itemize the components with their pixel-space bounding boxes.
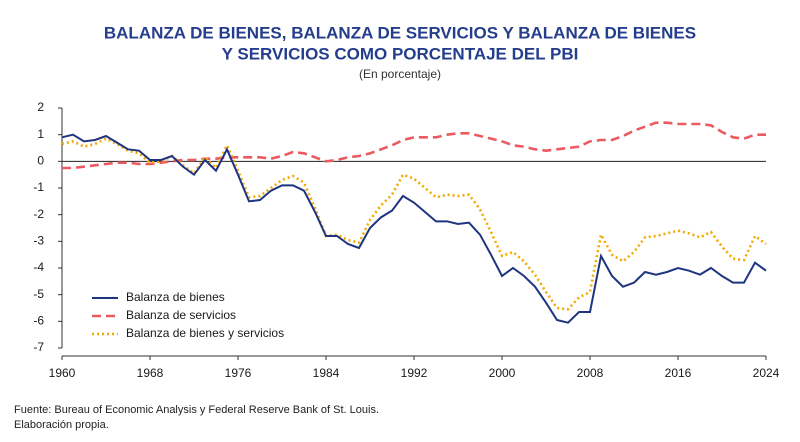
footnote: Elaboración propia. bbox=[14, 419, 109, 431]
x-tick-label: 2008 bbox=[577, 366, 604, 380]
y-tick-label: 1 bbox=[37, 127, 44, 141]
x-tick-label: 1976 bbox=[225, 366, 252, 380]
y-tick-label: -4 bbox=[33, 260, 44, 274]
x-tick-label: 2016 bbox=[665, 366, 692, 380]
chart-title: Y SERVICIOS COMO PORCENTAJE DEL PBI bbox=[222, 44, 579, 63]
chart-subtitle: (En porcentaje) bbox=[359, 67, 441, 81]
series-line bbox=[62, 121, 766, 170]
x-tick-label: 1984 bbox=[313, 366, 340, 380]
x-tick-label: 2000 bbox=[489, 366, 516, 380]
y-tick-label: -1 bbox=[33, 180, 44, 194]
y-tick-label: -6 bbox=[33, 314, 44, 328]
legend-label: Balanza de servicios bbox=[126, 308, 236, 322]
y-tick-label: -2 bbox=[33, 207, 44, 221]
series-line bbox=[61, 137, 767, 311]
footnote: Fuente: Bureau of Economic Analysis y Fe… bbox=[14, 404, 379, 416]
y-tick-label: -5 bbox=[33, 287, 44, 301]
legend-label: Balanza de bienes bbox=[126, 290, 225, 304]
series-line bbox=[61, 133, 767, 324]
x-tick-label: 1960 bbox=[49, 366, 76, 380]
y-tick-label: -3 bbox=[33, 234, 44, 248]
x-tick-label: 1968 bbox=[137, 366, 164, 380]
chart-title: BALANZA DE BIENES, BALANZA DE SERVICIOS … bbox=[104, 23, 696, 42]
legend-label: Balanza de bienes y servicios bbox=[126, 326, 284, 340]
x-tick-label: 2024 bbox=[753, 366, 780, 380]
x-tick-label: 1992 bbox=[401, 366, 428, 380]
y-tick-label: -7 bbox=[33, 340, 44, 354]
y-tick-label: 2 bbox=[37, 100, 44, 114]
y-tick-label: 0 bbox=[37, 154, 44, 168]
